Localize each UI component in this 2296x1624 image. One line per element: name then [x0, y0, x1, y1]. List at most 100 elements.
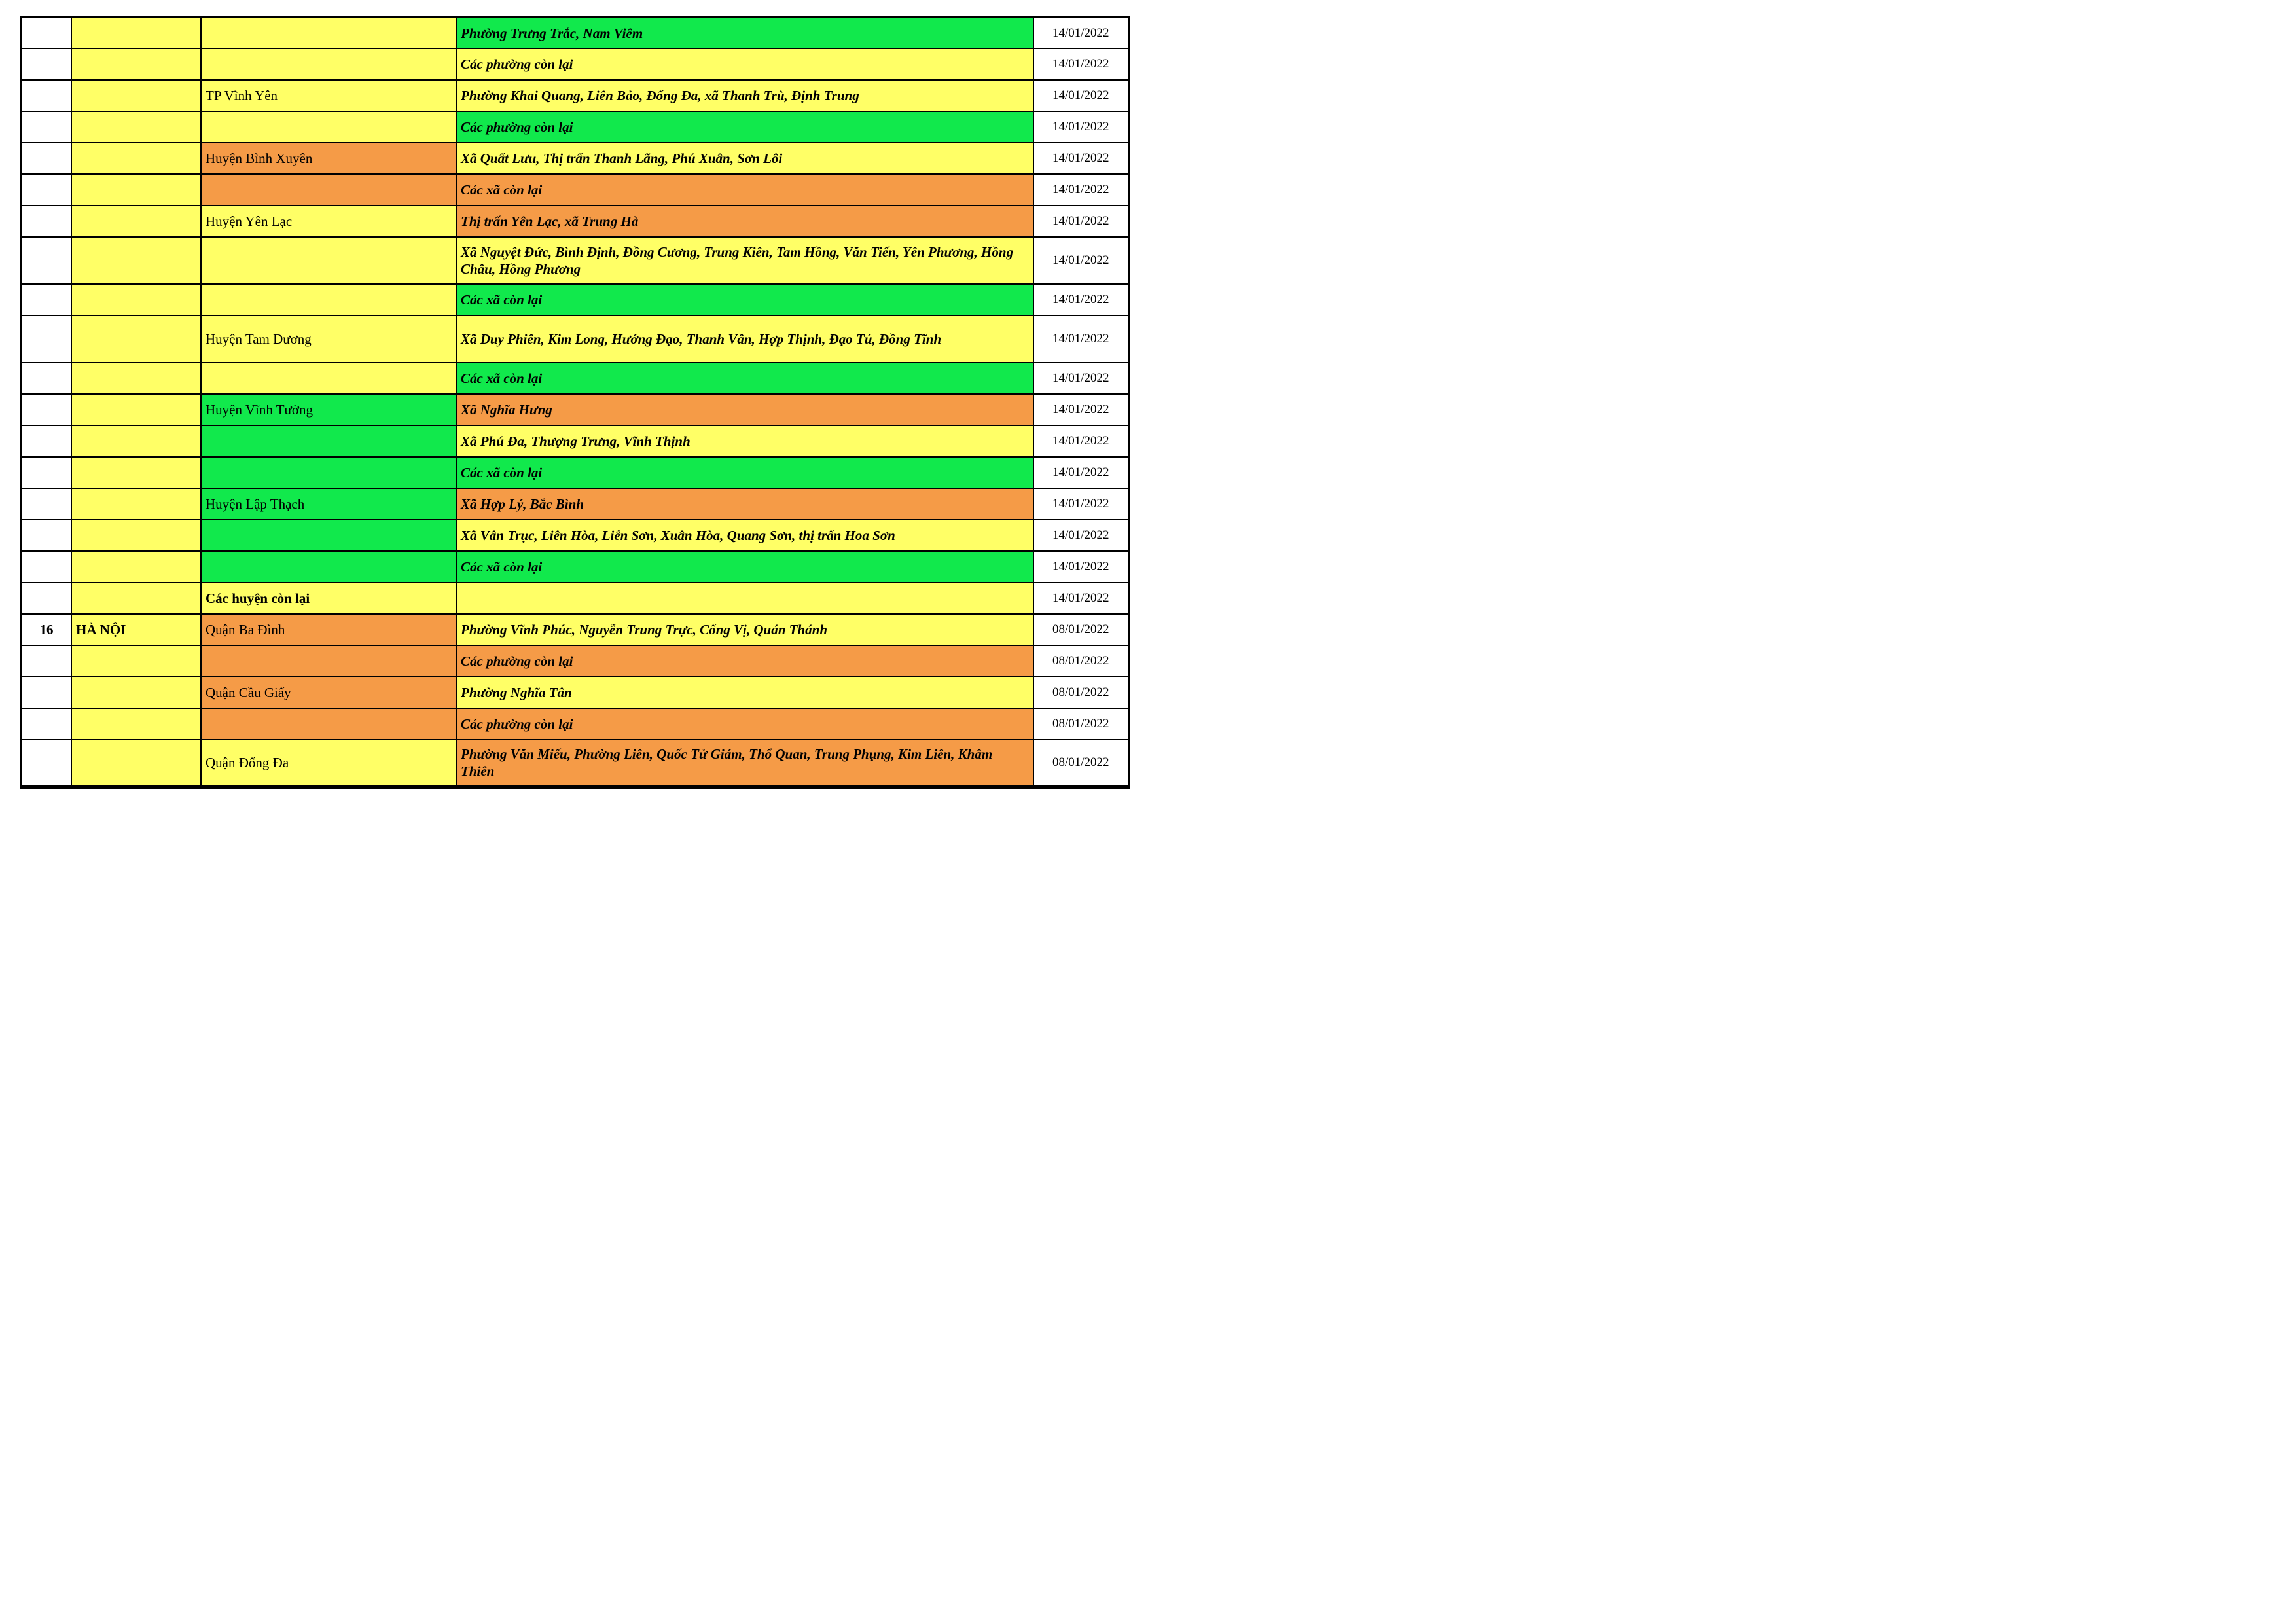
- cell-date: 08/01/2022: [1033, 708, 1130, 740]
- cell-province: [71, 393, 202, 426]
- cell-date: 14/01/2022: [1033, 205, 1130, 238]
- cell-province: [71, 550, 202, 583]
- cell-province: [71, 739, 202, 789]
- cell-number: 16: [20, 613, 72, 646]
- cell-province: [71, 676, 202, 709]
- cell-district: Quận Ba Đình: [200, 613, 457, 646]
- cell-district: Huyện Lập Thạch: [200, 488, 457, 520]
- cell-district: [200, 425, 457, 458]
- cell-date: 08/01/2022: [1033, 739, 1130, 789]
- cell-date: 14/01/2022: [1033, 456, 1130, 489]
- cell-province: [71, 456, 202, 489]
- cell-date: 14/01/2022: [1033, 582, 1130, 615]
- cell-district: Huyện Bình Xuyên: [200, 142, 457, 175]
- cell-province: [71, 283, 202, 316]
- table-row: Quận Cầu Giấy Phường Nghĩa Tân 08/01/2022: [20, 676, 1130, 709]
- cell-wards: Các xã còn lại: [456, 456, 1034, 489]
- cell-number: [20, 488, 72, 520]
- cell-province: [71, 16, 202, 49]
- cell-province: [71, 111, 202, 143]
- cell-district: TP Vĩnh Yên: [200, 79, 457, 112]
- cell-date: 08/01/2022: [1033, 676, 1130, 709]
- table-row: Các phường còn lại 08/01/2022: [20, 645, 1130, 677]
- cell-province: [71, 708, 202, 740]
- cell-district: Huyện Yên Lạc: [200, 205, 457, 238]
- cell-wards: Xã Duy Phiên, Kim Long, Hướng Đạo, Thanh…: [456, 315, 1034, 363]
- table-row: Huyện Tam Dương Xã Duy Phiên, Kim Long, H…: [20, 315, 1130, 363]
- cell-district: [200, 519, 457, 552]
- table-row: 16 HÀ NỘI Quận Ba Đình Phường Vĩnh Phúc, Ng…: [20, 613, 1130, 646]
- table-row: Huyện Bình Xuyên Xã Quất Lưu, Thị trấn Th…: [20, 142, 1130, 175]
- cell-number: [20, 205, 72, 238]
- cell-date: 14/01/2022: [1033, 425, 1130, 458]
- cell-date: 14/01/2022: [1033, 16, 1130, 49]
- cell-wards: Xã Hợp Lý, Bắc Bình: [456, 488, 1034, 520]
- cell-district: [200, 173, 457, 206]
- cell-number: [20, 425, 72, 458]
- cell-date: 14/01/2022: [1033, 79, 1130, 112]
- cell-district: [200, 111, 457, 143]
- cell-province: HÀ NỘI: [71, 613, 202, 646]
- cell-wards: Các phường còn lại: [456, 645, 1034, 677]
- cell-district: Quận Cầu Giấy: [200, 676, 457, 709]
- cell-district: Huyện Tam Dương: [200, 315, 457, 363]
- table-row: Các xã còn lại 14/01/2022: [20, 173, 1130, 206]
- cell-province: [71, 519, 202, 552]
- cell-district: [200, 48, 457, 81]
- cell-number: [20, 708, 72, 740]
- cell-province: [71, 425, 202, 458]
- cell-province: [71, 205, 202, 238]
- cell-district: [200, 456, 457, 489]
- cell-number: [20, 550, 72, 583]
- cell-district: Quận Đống Đa: [200, 739, 457, 789]
- cell-number: [20, 645, 72, 677]
- table-row: Xã Nguyệt Đức, Bình Định, Đồng Cương, Tr…: [20, 236, 1130, 285]
- cell-wards: Xã Phú Đa, Thượng Trưng, Vĩnh Thịnh: [456, 425, 1034, 458]
- cell-district: [200, 283, 457, 316]
- cell-number: [20, 676, 72, 709]
- cell-date: 08/01/2022: [1033, 613, 1130, 646]
- cell-wards: Các xã còn lại: [456, 173, 1034, 206]
- cell-number: [20, 111, 72, 143]
- cell-number: [20, 283, 72, 316]
- cell-province: [71, 362, 202, 395]
- cell-number: [20, 582, 72, 615]
- risk-level-table: Phường Trưng Trắc, Nam Viêm 14/01/2022 Các…: [20, 16, 1130, 789]
- cell-district: [200, 362, 457, 395]
- cell-district: [200, 645, 457, 677]
- cell-wards: Các xã còn lại: [456, 362, 1034, 395]
- cell-wards: Phường Trưng Trắc, Nam Viêm: [456, 16, 1034, 49]
- cell-date: 14/01/2022: [1033, 111, 1130, 143]
- cell-number: [20, 739, 72, 789]
- cell-date: 14/01/2022: [1033, 142, 1130, 175]
- cell-number: [20, 393, 72, 426]
- table-row: Xã Phú Đa, Thượng Trưng, Vĩnh Thịnh 14/01…: [20, 425, 1130, 458]
- cell-date: 14/01/2022: [1033, 393, 1130, 426]
- cell-number: [20, 315, 72, 363]
- table-row: Huyện Lập Thạch Xã Hợp Lý, Bắc Bình 14/01/…: [20, 488, 1130, 520]
- cell-date: 14/01/2022: [1033, 550, 1130, 583]
- cell-wards: Thị trấn Yên Lạc, xã Trung Hà: [456, 205, 1034, 238]
- table-row: Huyện Yên Lạc Thị trấn Yên Lạc, xã Trung …: [20, 205, 1130, 238]
- cell-province: [71, 645, 202, 677]
- cell-wards: Các xã còn lại: [456, 550, 1034, 583]
- cell-wards: Phường Khai Quang, Liên Bảo, Đống Đa, xã…: [456, 79, 1034, 112]
- table-row: Các xã còn lại 14/01/2022: [20, 456, 1130, 489]
- cell-district: [200, 236, 457, 285]
- cell-province: [71, 582, 202, 615]
- document-page: Phường Trưng Trắc, Nam Viêm 14/01/2022 Các…: [0, 0, 1148, 812]
- table-row: Phường Trưng Trắc, Nam Viêm 14/01/2022: [20, 16, 1130, 49]
- cell-date: 14/01/2022: [1033, 315, 1130, 363]
- cell-number: [20, 456, 72, 489]
- table-row: Quận Đống Đa Phường Văn Miếu, Phường Liên…: [20, 739, 1130, 789]
- cell-number: [20, 48, 72, 81]
- cell-date: 14/01/2022: [1033, 48, 1130, 81]
- cell-province: [71, 315, 202, 363]
- table-row: Các phường còn lại 14/01/2022: [20, 111, 1130, 143]
- cell-number: [20, 79, 72, 112]
- cell-district: [200, 16, 457, 49]
- cell-number: [20, 142, 72, 175]
- cell-province: [71, 79, 202, 112]
- table-row: Các xã còn lại 14/01/2022: [20, 362, 1130, 395]
- cell-province: [71, 173, 202, 206]
